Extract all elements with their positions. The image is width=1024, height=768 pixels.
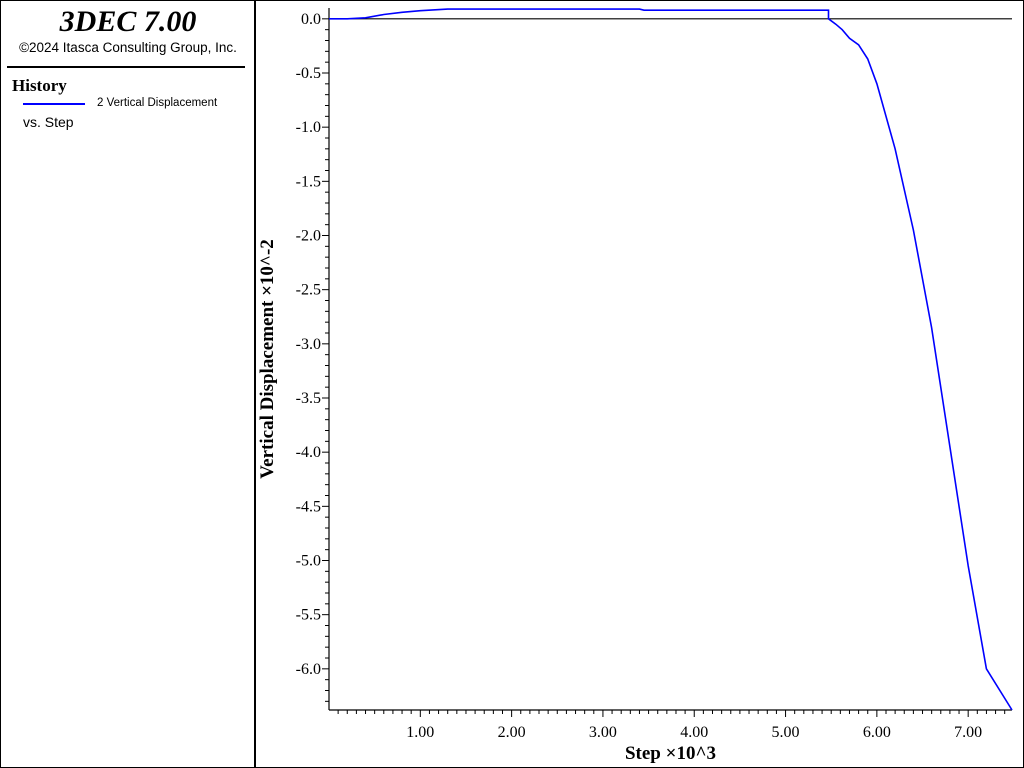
y-tick-label: -6.0 — [296, 661, 321, 678]
legend-panel: 3DEC 7.00 ©2024 Itasca Consulting Group,… — [0, 0, 256, 768]
y-axis-title: Vertical Displacement ×10^-2 — [257, 239, 278, 479]
x-tick-label: 7.00 — [954, 724, 982, 741]
history-chart: 1.00 2.00 3.00 4.00 5.00 6.00 7.00 0.0 -0.5 -1.0… — [257, 8, 1013, 764]
x-tick-label: 2.00 — [498, 724, 526, 741]
series-line-vertical-displacement — [329, 8, 1013, 711]
y-tick-label: -1.5 — [296, 173, 321, 190]
copyright-text: ©2024 Itasca Consulting Group, Inc. — [19, 40, 237, 55]
divider — [7, 66, 245, 68]
y-tick-labels: 0.0 -0.5 -1.0 -1.5 -2.0 -2.5 -3.0 -3.5 -4.0 -4.5 -… — [296, 11, 321, 678]
y-tick-label: -0.5 — [296, 65, 321, 82]
y-tick-label: -5.0 — [296, 553, 321, 570]
legend-line-swatch — [23, 103, 85, 105]
x-tick-label: 4.00 — [680, 724, 708, 741]
x-tick-label: 5.00 — [772, 724, 800, 741]
x-tick-label: 3.00 — [589, 724, 617, 741]
y-tick-label: -2.0 — [296, 228, 321, 245]
y-tick-label: 0.0 — [301, 11, 321, 28]
app-title: 3DEC 7.00 — [59, 5, 197, 38]
y-tick-label: -1.0 — [296, 119, 321, 136]
legend-series-label: 2 Vertical Displacement — [97, 97, 218, 109]
history-heading: History — [12, 76, 67, 95]
x-tick-labels: 1.00 2.00 3.00 4.00 5.00 6.00 7.00 — [406, 724, 982, 741]
y-tick-label: -3.0 — [296, 336, 321, 353]
axis-ticks — [322, 18, 1006, 717]
y-tick-label: -5.5 — [296, 607, 321, 624]
vs-step-label: vs. Step — [23, 114, 74, 130]
y-tick-label: -4.0 — [296, 444, 321, 461]
y-tick-label: -2.5 — [296, 282, 321, 299]
x-tick-label: 6.00 — [863, 724, 891, 741]
y-tick-label: -4.5 — [296, 498, 321, 515]
x-axis-title: Step ×10^3 — [625, 743, 716, 764]
y-tick-label: -3.5 — [296, 390, 321, 407]
x-tick-label: 1.00 — [406, 724, 434, 741]
